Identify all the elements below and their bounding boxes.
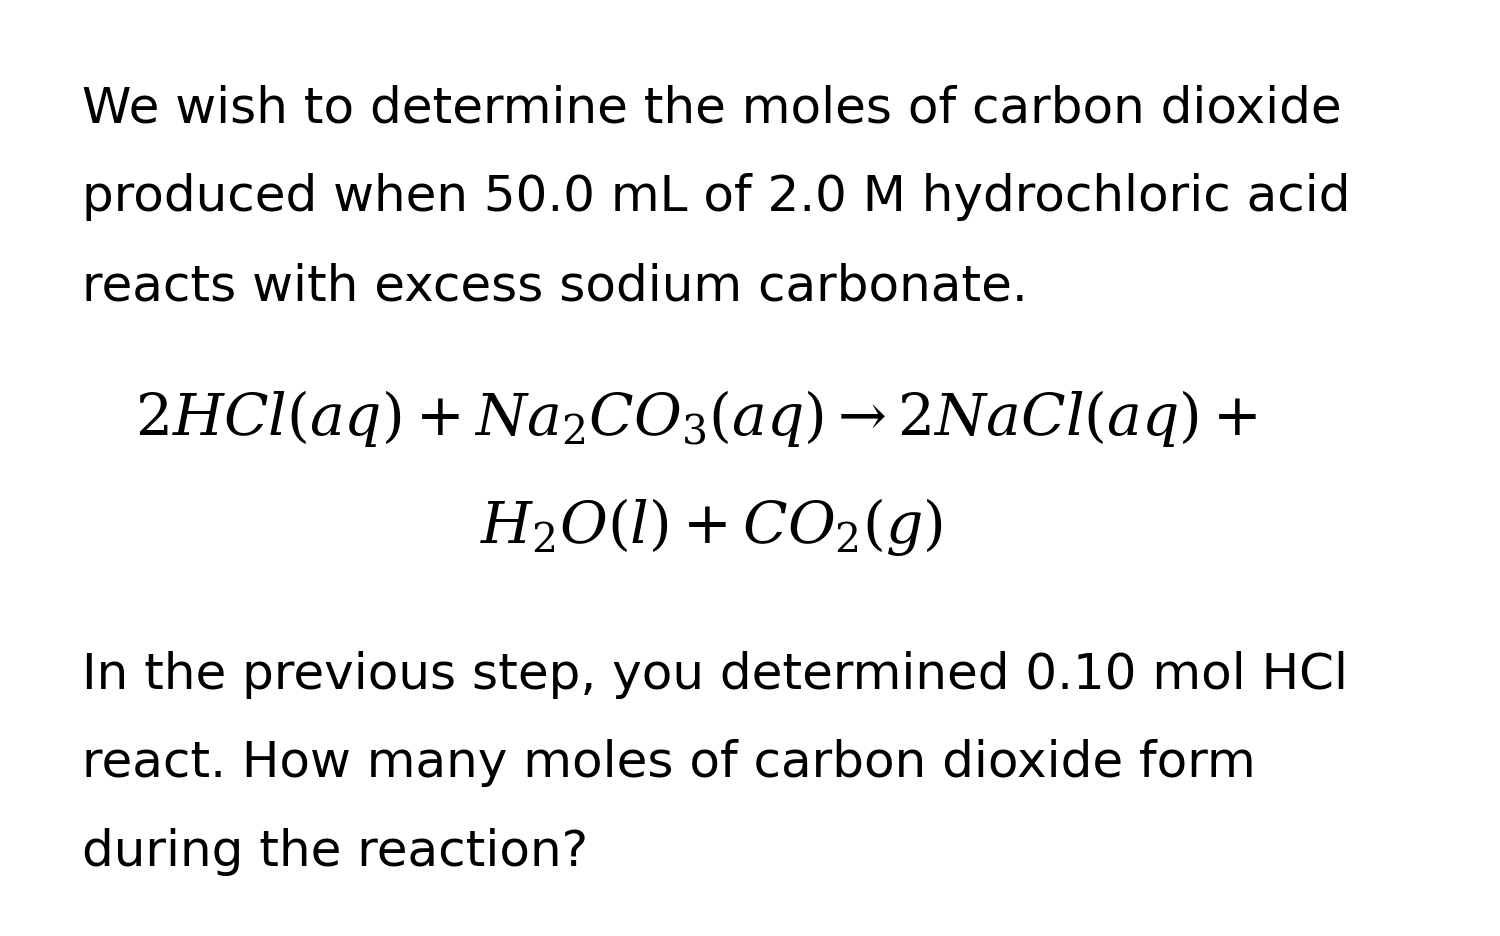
Text: reacts with excess sodium carbonate.: reacts with excess sodium carbonate. <box>82 262 1029 310</box>
Text: $H_2O(l) + CO_2(g)$: $H_2O(l) + CO_2(g)$ <box>480 496 942 558</box>
Text: produced when 50.0 mL of 2.0 M hydrochloric acid: produced when 50.0 mL of 2.0 M hydrochlo… <box>82 173 1352 221</box>
Text: $2HCl(aq) + Na_2CO_3(aq) \rightarrow 2NaCl(aq) +$: $2HCl(aq) + Na_2CO_3(aq) \rightarrow 2Na… <box>135 388 1257 449</box>
Text: In the previous step, you determined 0.10 mol HCl: In the previous step, you determined 0.1… <box>82 651 1348 698</box>
Text: We wish to determine the moles of carbon dioxide: We wish to determine the moles of carbon… <box>82 84 1342 132</box>
Text: react. How many moles of carbon dioxide form: react. How many moles of carbon dioxide … <box>82 739 1257 787</box>
Text: during the reaction?: during the reaction? <box>82 828 588 876</box>
